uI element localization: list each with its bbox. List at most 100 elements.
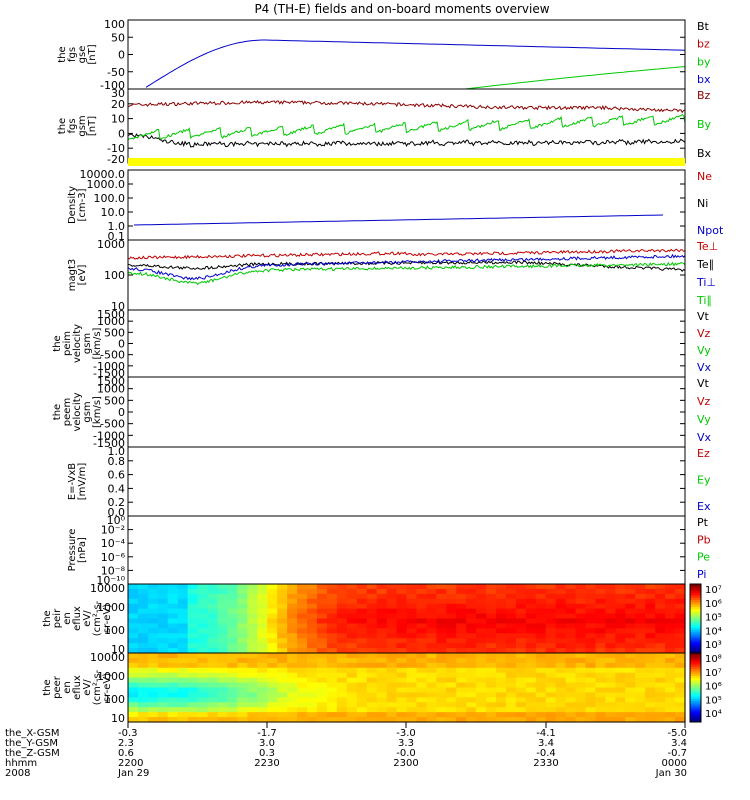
spectrogram-cell: [128, 643, 139, 649]
spectrogram-cell: [565, 692, 577, 698]
spectrogram-cell: [625, 677, 636, 684]
spectrogram-cell: [277, 628, 288, 634]
spectrogram-cell: [416, 613, 427, 620]
spectrogram-cell: [346, 692, 358, 698]
spectrogram-cell: [376, 682, 388, 689]
spectrogram-cell: [366, 707, 378, 713]
spectrogram-cell: [237, 657, 248, 664]
spectrogram-cell: [386, 697, 398, 703]
spectrogram-cell: [585, 588, 597, 595]
spectrogram-cell: [515, 623, 527, 629]
spectrogram-cell: [187, 598, 199, 605]
spectrogram-cell: [675, 697, 686, 703]
spectrogram-cell: [535, 682, 547, 689]
spectrogram-cell: [605, 648, 616, 654]
spectrogram-cell: [505, 717, 517, 723]
spectrogram-cell: [545, 712, 557, 718]
spectrogram-cell: [356, 613, 368, 620]
spectrogram-cell: [366, 608, 378, 615]
spectrogram-cell: [267, 593, 278, 600]
spectrogram-cell: [595, 677, 607, 684]
spectrogram-cell: [217, 672, 229, 679]
spectrogram-cell: [525, 712, 537, 718]
spectrogram-cell: [466, 588, 477, 595]
spectrogram-cell: [346, 588, 358, 595]
spectrogram-cell: [336, 628, 348, 634]
spectrogram-cell: [147, 618, 159, 625]
spectrogram-cell: [207, 633, 219, 639]
spectrogram-cell: [585, 603, 597, 610]
spectrogram-cell: [237, 717, 248, 723]
spectrogram-cell: [575, 682, 587, 689]
spectrogram-cell: [505, 593, 517, 600]
spectrogram-cell: [197, 633, 209, 639]
spectrogram-cell: [505, 667, 517, 674]
spectrogram-cell: [446, 628, 457, 634]
spectrogram-cell: [595, 608, 607, 615]
spectrogram-cell: [147, 717, 159, 723]
spectrogram-cell: [167, 662, 179, 669]
spectrogram-cell: [416, 643, 427, 649]
spectrogram-cell: [316, 667, 328, 674]
spectrogram-cell: [307, 717, 318, 723]
spectrogram-cell: [486, 687, 497, 694]
spectrogram-cell: [555, 707, 567, 713]
spectrogram-cell: [386, 672, 398, 679]
spectrogram-cell: [665, 633, 676, 639]
spectrogram-cell: [406, 667, 418, 674]
spectrogram-cell: [535, 618, 547, 625]
spectrogram-cell: [157, 697, 169, 703]
spectrogram-cell: [645, 588, 656, 595]
spectrogram-cell: [456, 697, 467, 703]
spectrogram-cell: [436, 667, 447, 674]
spectrogram-cell: [257, 623, 268, 629]
panel-pressure: 10⁰10⁻²10⁻⁴10⁻⁶10⁻⁸10⁻¹⁰Pressure[nPa]PtP…: [67, 514, 711, 587]
spectrogram-cell: [565, 623, 577, 629]
spectrogram-cell: [227, 677, 239, 684]
spectrogram-cell: [535, 662, 547, 669]
spectrogram-cell: [575, 638, 587, 644]
spectrogram-cell: [675, 584, 686, 590]
spectrogram-cell: [635, 618, 646, 625]
spectrogram-cell: [585, 667, 597, 674]
spectrogram-cell: [137, 677, 149, 684]
spectrogram-cell: [197, 687, 209, 694]
spectrogram-cell: [436, 677, 447, 684]
spectrogram-cell: [257, 608, 268, 615]
spectrogram-cell: [207, 697, 219, 703]
spectrogram-cell: [277, 653, 288, 659]
spectrogram-cell: [545, 717, 557, 723]
spectrogram-cell: [605, 628, 616, 634]
spectrogram-cell: [307, 707, 318, 713]
spectrogram-cell: [157, 584, 169, 590]
spectrogram-cell: [157, 593, 169, 600]
spectrogram-cell: [247, 643, 258, 649]
spectrogram-cell: [287, 643, 298, 649]
spectrogram-cell: [207, 648, 219, 654]
spectrogram-cell: [535, 613, 547, 620]
spectrogram-cell: [515, 613, 527, 620]
spectrogram-cell: [605, 584, 616, 590]
spectrogram-cell: [336, 593, 348, 600]
spectrogram-cell: [456, 672, 467, 679]
spectrogram-cell: [277, 618, 288, 625]
spectrogram-cell: [486, 588, 497, 595]
spectrogram-cell: [217, 697, 229, 703]
spectrogram-cell: [128, 653, 139, 659]
spectrogram-cell: [436, 682, 447, 689]
spectrogram-cell: [545, 588, 557, 595]
spectrogram-cell: [207, 603, 219, 610]
spectrogram-cell: [227, 702, 239, 708]
spectrogram-cell: [635, 672, 646, 679]
spectrogram-cell: [625, 593, 636, 600]
legend-Ex: Ex: [697, 500, 711, 513]
spectrogram-cell: [366, 672, 378, 679]
spectrogram-cell: [505, 677, 517, 684]
spectrogram-cell: [585, 707, 597, 713]
spectrogram-cell: [297, 628, 308, 634]
spectrogram-cell: [187, 677, 199, 684]
ytick-label: 10⁰: [107, 514, 126, 527]
spectrogram-cell: [496, 697, 507, 703]
spectrogram-cell: [535, 717, 547, 723]
xaxis-value: -0.3: [118, 728, 138, 739]
